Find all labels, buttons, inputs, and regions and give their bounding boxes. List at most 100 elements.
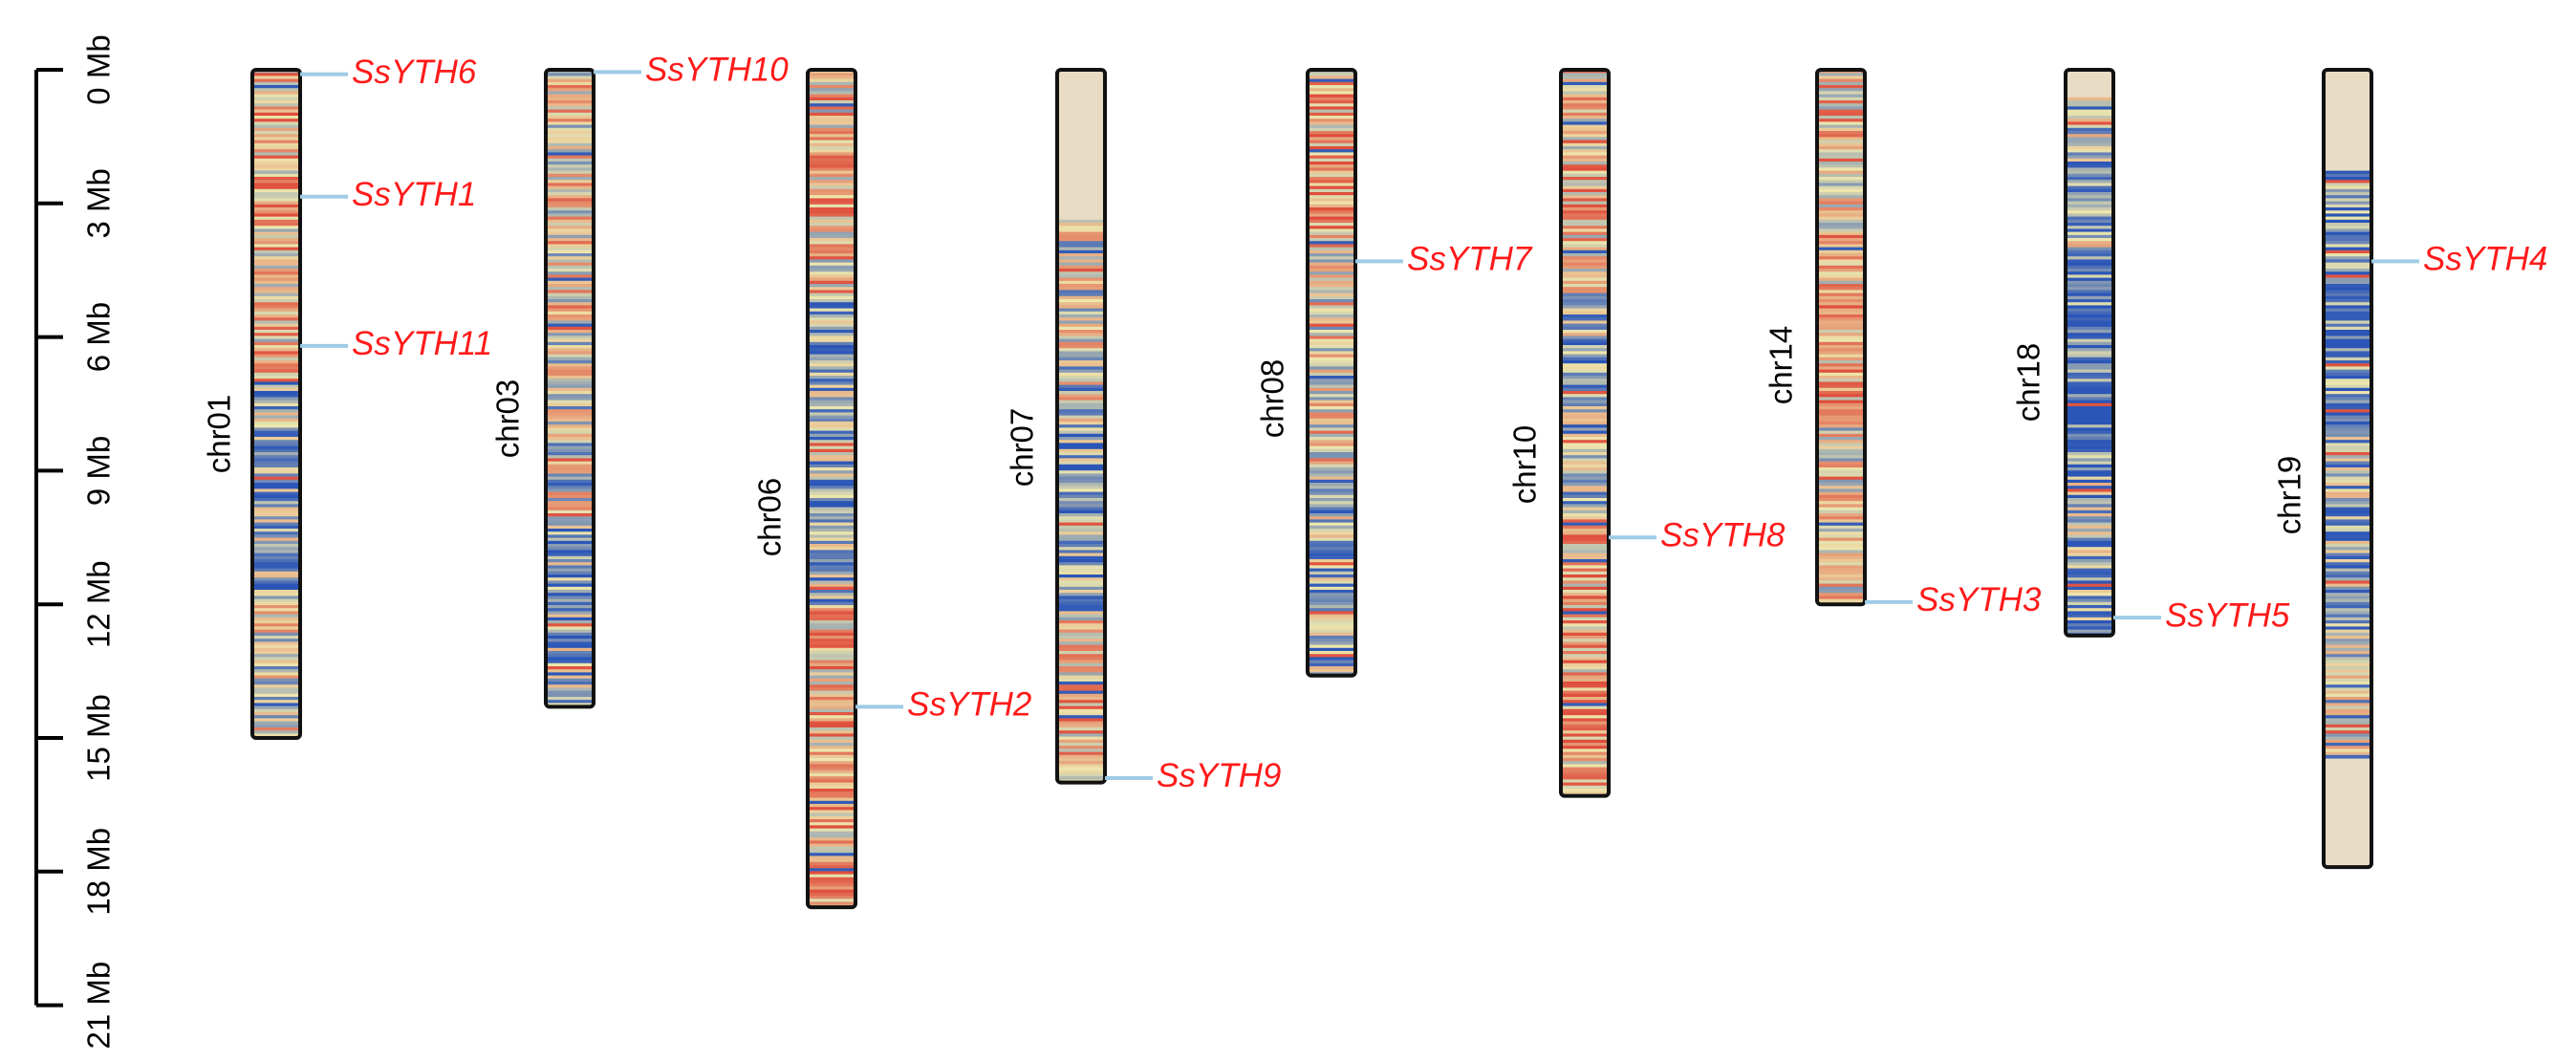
density-stripe <box>1308 620 1355 624</box>
density-stripe <box>1561 223 1609 227</box>
density-stripe <box>252 341 300 346</box>
density-stripe <box>2324 476 2371 481</box>
density-stripe <box>546 305 594 310</box>
density-stripe <box>1561 162 1609 165</box>
density-stripe <box>252 290 300 294</box>
gene-label: SsYTH2 <box>907 686 1031 724</box>
density-stripe <box>1561 213 1609 218</box>
density-stripe <box>2066 223 2113 227</box>
density-stripe <box>808 228 855 233</box>
density-stripe <box>252 119 300 122</box>
density-stripe <box>808 682 855 685</box>
density-stripe <box>546 314 594 318</box>
density-stripe <box>1308 73 1355 76</box>
density-stripe <box>1057 519 1105 524</box>
density-stripe <box>2066 249 2113 254</box>
density-stripe <box>2324 660 2371 664</box>
density-stripe <box>2066 406 2113 410</box>
density-stripe <box>252 580 300 585</box>
gene-label: SsYTH10 <box>645 52 789 89</box>
density-stripe <box>1308 519 1355 524</box>
gene-density-stripes <box>1308 70 1355 676</box>
density-stripe <box>546 586 594 591</box>
density-stripe <box>1308 348 1355 352</box>
density-stripe <box>252 317 300 321</box>
density-stripe <box>808 249 855 254</box>
density-stripe <box>546 170 594 175</box>
density-stripe <box>546 259 594 264</box>
density-stripe <box>1561 418 1609 423</box>
density-stripe <box>1561 724 1609 728</box>
density-stripe <box>808 455 855 459</box>
density-stripe <box>1561 369 1609 374</box>
density-stripe <box>808 177 855 181</box>
density-stripe <box>1057 295 1105 300</box>
density-stripe <box>808 840 855 845</box>
density-stripe <box>1057 376 1105 379</box>
density-stripe <box>1561 708 1609 713</box>
density-stripe <box>2066 461 2113 466</box>
density-stripe <box>1561 669 1609 673</box>
density-stripe <box>1308 433 1355 438</box>
density-stripe <box>1308 287 1355 291</box>
density-stripe <box>1817 238 1865 242</box>
density-stripe <box>1561 440 1609 444</box>
density-stripe <box>252 277 300 282</box>
density-stripe <box>546 213 594 218</box>
density-stripe <box>1308 598 1355 603</box>
density-stripe <box>252 461 300 466</box>
density-stripe <box>2324 323 2371 328</box>
density-stripe <box>808 305 855 310</box>
density-stripe <box>808 641 855 646</box>
density-stripe <box>2066 525 2113 530</box>
density-stripe <box>1817 537 1865 542</box>
density-stripe <box>1308 467 1355 471</box>
density-stripe <box>1057 641 1105 646</box>
density-stripe <box>1817 550 1865 554</box>
density-stripe <box>252 662 300 667</box>
density-stripe <box>2324 348 2371 352</box>
density-stripe <box>808 660 855 664</box>
density-stripe <box>1561 320 1609 325</box>
density-stripe <box>252 730 300 734</box>
density-stripe <box>1561 387 1609 392</box>
density-stripe <box>1817 559 1865 563</box>
density-stripe <box>546 568 594 573</box>
density-stripe <box>2324 537 2371 542</box>
scale-tick-label: 18 Mb <box>81 828 117 916</box>
density-stripe <box>1057 412 1105 417</box>
density-stripe <box>2066 170 2113 175</box>
density-stripe <box>1308 381 1355 386</box>
density-stripe <box>546 274 594 279</box>
density-stripe <box>546 448 594 453</box>
density-stripe <box>252 657 300 661</box>
density-stripe <box>1561 140 1609 144</box>
density-stripe <box>546 247 594 251</box>
density-stripe <box>546 488 594 493</box>
density-stripe <box>1561 654 1609 658</box>
density-stripe <box>252 682 300 685</box>
density-stripe <box>252 253 300 257</box>
density-stripe <box>1308 345 1355 349</box>
density-stripe <box>1561 697 1609 701</box>
density-stripe <box>546 290 594 294</box>
density-stripe <box>1057 540 1105 545</box>
density-stripe <box>1057 277 1105 282</box>
density-stripe <box>808 583 855 588</box>
density-stripe <box>1308 320 1355 325</box>
density-stripe <box>1561 94 1609 98</box>
density-stripe <box>546 326 594 331</box>
density-stripe <box>1057 620 1105 624</box>
density-stripe <box>1057 525 1105 530</box>
density-stripe <box>2066 146 2113 150</box>
density-stripe <box>1561 142 1609 147</box>
density-stripe <box>1817 112 1865 117</box>
density-stripe <box>2066 483 2113 487</box>
density-stripe <box>546 394 594 398</box>
density-stripe <box>2324 219 2371 224</box>
density-stripe <box>808 751 855 756</box>
density-stripe <box>546 519 594 524</box>
density-stripe <box>546 173 594 178</box>
density-stripe <box>252 467 300 471</box>
